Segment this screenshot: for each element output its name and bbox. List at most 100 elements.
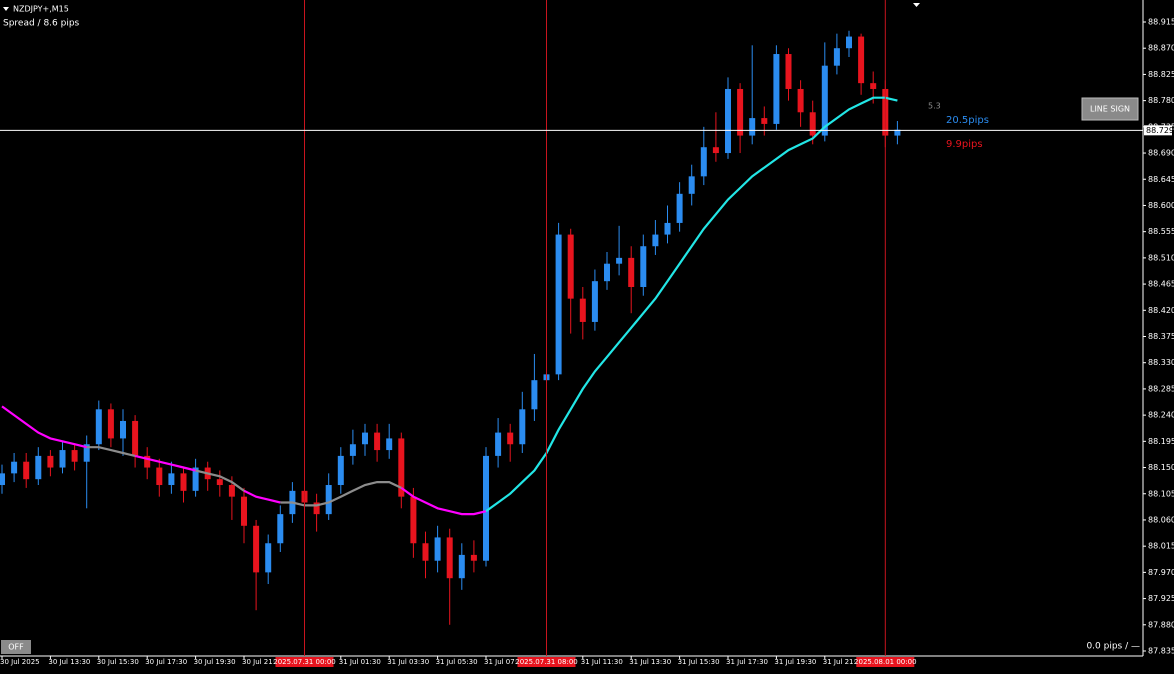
y-tick-label: 88.240: [1148, 411, 1174, 420]
candle-body: [761, 118, 768, 124]
x-tick-label: 31 Jul 21:30: [823, 658, 865, 666]
candle-body: [23, 461, 30, 480]
candle-body: [809, 112, 816, 136]
y-tick-label: 87.835: [1148, 647, 1174, 656]
x-tick-label: 30 Jul 21:30: [242, 658, 284, 666]
candle-body: [785, 54, 792, 89]
candle-body: [495, 432, 502, 456]
annotation: 9.9pips: [946, 139, 983, 150]
y-tick-label: 88.510: [1148, 253, 1174, 262]
candle-body: [410, 496, 417, 544]
x-tick-label: 30 Jul 19:30: [194, 658, 236, 666]
x-tick-label: 31 Jul 07:30: [484, 658, 526, 666]
y-tick-label: 88.465: [1148, 280, 1174, 289]
button-bg[interactable]: [1, 640, 31, 654]
candle-body: [894, 129, 901, 136]
candle-body: [446, 537, 453, 579]
annotation: 20.5pips: [946, 115, 989, 126]
symbol-title: NZDJPY+,M15: [13, 5, 69, 14]
x-tick-label: 31 Jul 17:30: [726, 658, 768, 666]
button-label[interactable]: LINE SIGN: [1090, 105, 1130, 114]
candle-body: [11, 461, 18, 474]
candle-body: [846, 36, 852, 49]
session-label-bg: [517, 657, 576, 667]
candle-body: [253, 525, 260, 573]
candle-body: [168, 473, 175, 486]
candle-body: [71, 450, 78, 462]
candle-body: [59, 450, 66, 468]
candle-body: [277, 514, 284, 544]
x-tick-label: 30 Jul 2025: [0, 658, 40, 666]
candle-body: [216, 479, 223, 486]
button-bg[interactable]: [1081, 97, 1139, 121]
candle-body: [579, 298, 586, 322]
session-label-bg: [275, 657, 334, 667]
x-tick-label: 31 Jul 13:30: [629, 658, 671, 666]
annotation: 5.3: [928, 102, 941, 111]
x-tick-label: 31 Jul 15:30: [678, 658, 720, 666]
y-tick-label: 88.825: [1148, 70, 1174, 79]
y-tick-label: 88.555: [1148, 227, 1174, 236]
button-label[interactable]: OFF: [8, 643, 24, 652]
x-tick-label: 31 Jul 05:30: [436, 658, 478, 666]
candle-body: [531, 380, 538, 410]
candle-body: [712, 147, 719, 154]
candle-body: [604, 263, 610, 282]
candle-body: [265, 543, 272, 573]
y-tick-label: 88.060: [1148, 515, 1174, 524]
x-tick-label: 30 Jul 15:30: [97, 658, 139, 666]
line-sign-button[interactable]: LINE SIGN: [1081, 97, 1139, 121]
candle-body: [507, 432, 514, 445]
y-tick-label: 88.105: [1148, 489, 1174, 498]
x-tick-label: 31 Jul 01:30: [339, 658, 381, 666]
x-tick-label: 30 Jul 17:30: [145, 658, 187, 666]
candle-body: [555, 234, 562, 375]
candle-body: [241, 496, 247, 526]
candle-body: [95, 409, 102, 445]
moving-average: [485, 96, 898, 513]
candle-body: [120, 420, 126, 439]
candle-body: [362, 432, 368, 445]
candle-body: [833, 48, 840, 66]
moving-average: [1, 405, 487, 516]
candle-body: [374, 432, 381, 451]
candle-body: [132, 420, 139, 456]
candle-body: [737, 88, 744, 136]
session-label: 2025.08.01 00:00: [854, 658, 916, 666]
candle-body: [688, 176, 695, 194]
candle-body: [0, 473, 5, 486]
last-price-tag: [1144, 125, 1172, 136]
candle-body: [591, 281, 598, 322]
session-label: 2025.07.31 08:00: [515, 658, 577, 666]
candle-body: [870, 83, 877, 89]
candle-body: [470, 554, 477, 561]
candle-body: [519, 409, 526, 445]
off-button[interactable]: OFF: [1, 640, 31, 654]
y-tick-label: 87.880: [1148, 620, 1174, 629]
candle-body: [773, 54, 780, 124]
y-tick-label: 88.375: [1148, 332, 1174, 341]
y-tick-label: 88.195: [1148, 437, 1174, 446]
candle-body: [483, 455, 489, 561]
x-tick-label: 30 Jul 13:30: [48, 658, 90, 666]
candle-body: [422, 543, 429, 561]
y-tick-label: 88.780: [1148, 96, 1174, 105]
footer-pips: 0.0 pips / —: [1086, 642, 1140, 652]
spread-text: Spread / 8.6 pips: [3, 19, 80, 29]
candle-body: [398, 438, 405, 497]
plot: [0, 30, 901, 625]
candle-body: [725, 88, 731, 154]
candle-body: [616, 257, 623, 264]
y-tick-label: 88.690: [1148, 149, 1174, 158]
y-tick-label: 88.645: [1148, 175, 1174, 184]
candle-body: [664, 222, 671, 235]
candle-body: [349, 444, 356, 456]
candle-body: [107, 409, 114, 439]
candle-body: [652, 234, 659, 247]
symbol-arrow[interactable]: [3, 7, 9, 11]
y-tick-label: 88.150: [1148, 463, 1174, 472]
x-tick-label: 31 Jul 19:30: [774, 658, 816, 666]
y-tick-label: 87.970: [1148, 568, 1174, 577]
